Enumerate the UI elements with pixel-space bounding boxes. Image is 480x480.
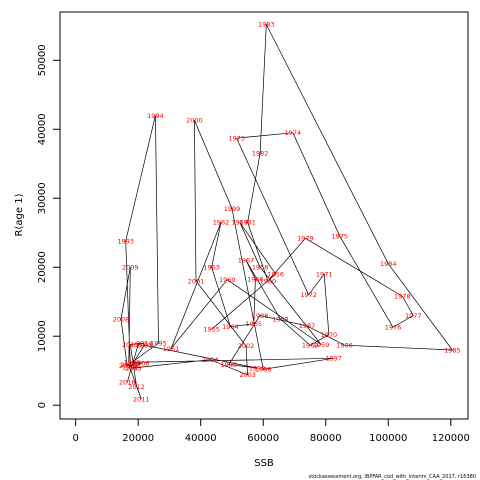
year-label-1960: 1960	[219, 276, 236, 284]
year-label-1972: 1972	[300, 291, 317, 299]
year-label-2004: 2004	[202, 356, 219, 364]
year-label-1983: 1983	[258, 21, 275, 29]
stock-recruitment-path	[120, 23, 454, 400]
year-label-2010: 2010	[121, 361, 138, 369]
year-label-1965: 1965	[246, 320, 263, 328]
x-tick-label: 80000	[310, 433, 342, 444]
year-labels: 1955 1956 1957 1958 1959 1960 1961 1962 1963 1964…	[113, 21, 461, 404]
y-axis: 0 10000 20000 30000 40000 50000	[37, 44, 61, 408]
year-label-2003: 2003	[239, 371, 256, 379]
year-label-1980: 1980	[260, 277, 277, 285]
year-label-2013: 2013	[122, 341, 139, 349]
year-label-2008: 2008	[113, 315, 130, 323]
year-label-1974: 1974	[285, 129, 302, 137]
year-label-1966: 1966	[247, 275, 264, 283]
year-label-2011: 2011	[133, 395, 150, 403]
year-label-1958: 1958	[252, 264, 269, 272]
year-label-2001: 2001	[188, 277, 205, 285]
year-label-1999: 1999	[224, 205, 241, 213]
year-label-1970: 1970	[321, 331, 338, 339]
year-label-1994: 1994	[147, 112, 164, 120]
y-tick-label: 20000	[37, 251, 48, 283]
year-label-1971: 1971	[316, 270, 333, 278]
x-tick-label: 120000	[432, 433, 470, 444]
year-label-1989: 1989	[221, 361, 238, 369]
x-tick-label: 20000	[122, 433, 154, 444]
y-tick-label: 10000	[37, 320, 48, 352]
year-label-1976: 1976	[385, 324, 402, 332]
year-label-1988: 1988	[252, 312, 269, 320]
year-label-1956: 1956	[267, 270, 284, 278]
year-label-1996: 1996	[124, 359, 141, 367]
year-label-1975: 1975	[332, 233, 349, 241]
year-label-1978: 1978	[394, 293, 411, 301]
sr-series-line	[120, 23, 454, 400]
year-label-1964: 1964	[222, 323, 239, 331]
year-label-1995: 1995	[150, 339, 167, 347]
year-label-1993: 1993	[117, 237, 134, 245]
year-label-1986: 1986	[336, 342, 353, 350]
year-label-1979: 1979	[297, 235, 314, 243]
x-tick-label: 60000	[247, 433, 279, 444]
year-label-1991: 1991	[136, 342, 153, 350]
y-tick-label: 0	[37, 402, 48, 408]
year-label-1990: 1990	[249, 364, 266, 372]
year-label-1961: 1961	[163, 345, 180, 353]
y-tick-label: 40000	[37, 113, 48, 145]
year-label-1968: 1968	[272, 315, 289, 323]
year-label-1985: 1985	[444, 346, 461, 354]
year-label-1981: 1981	[239, 219, 256, 227]
x-tick-label: 40000	[185, 433, 217, 444]
year-label-1969: 1969	[302, 342, 319, 350]
year-label-1997: 1997	[325, 355, 342, 363]
year-label-2009: 2009	[122, 264, 139, 272]
year-label-2000: 2000	[186, 117, 203, 125]
year-label-1984: 1984	[380, 260, 397, 268]
year-label-1962: 1962	[213, 219, 230, 227]
year-label-2007: 2007	[119, 362, 136, 370]
year-label-2006: 2006	[133, 359, 150, 367]
year-label-1955: 1955	[203, 326, 220, 334]
year-label-2015: 2015	[130, 341, 147, 349]
source-credit: stockassessment.org, IBPFAR_cod_with_int…	[309, 474, 476, 480]
x-tick-label: 100000	[369, 433, 407, 444]
year-label-2016: 2016	[119, 379, 136, 387]
year-label-1992: 1992	[122, 364, 139, 372]
year-label-1967: 1967	[238, 257, 255, 265]
y-tick-label: 50000	[37, 44, 48, 76]
year-label-1957: 1957	[232, 219, 249, 227]
year-label-1982: 1982	[252, 150, 269, 158]
x-axis-title: SSB	[254, 458, 274, 469]
year-label-2005: 2005	[125, 364, 142, 372]
x-axis: 0 20000 40000 60000 80000 100000 120000	[72, 418, 470, 444]
y-tick-label: 30000	[37, 182, 48, 214]
year-label-2014: 2014	[136, 339, 153, 347]
year-label-2002: 2002	[238, 342, 255, 350]
year-label-1987: 1987	[299, 322, 316, 330]
year-label-1959: 1959	[313, 341, 330, 349]
year-label-1973: 1973	[228, 135, 245, 143]
year-label-2012: 2012	[128, 383, 145, 391]
x-tick-label: 0	[72, 433, 78, 444]
year-label-1998: 1998	[255, 366, 272, 374]
year-label-1977: 1977	[405, 312, 422, 320]
year-label-1963: 1963	[203, 264, 220, 272]
y-axis-title: R(age 1)	[14, 193, 25, 236]
